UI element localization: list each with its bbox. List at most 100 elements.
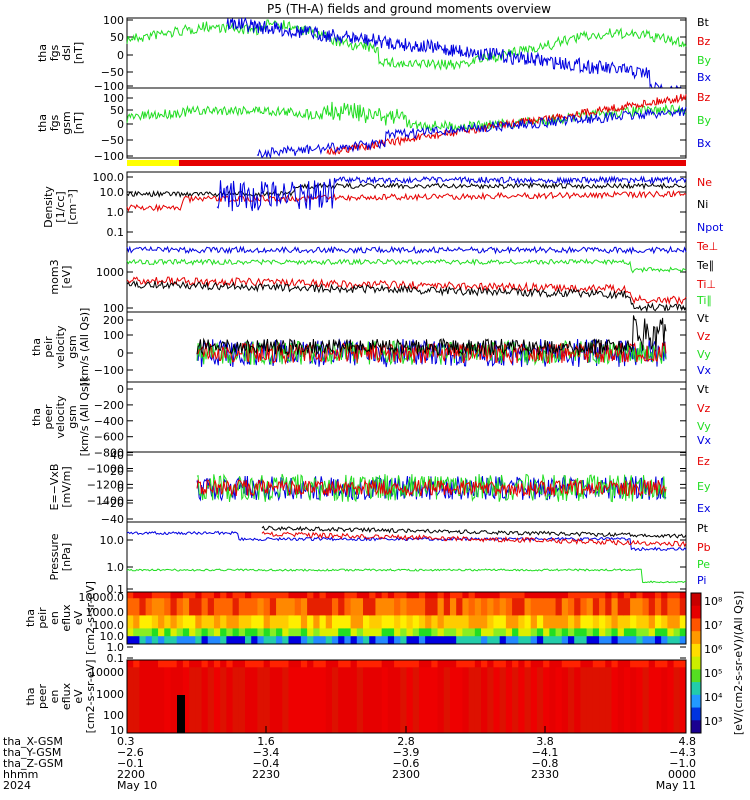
ephemeris-value: −4.1 — [532, 746, 559, 759]
spectrogram-cell — [263, 667, 271, 734]
spectrogram-cell — [586, 592, 594, 599]
y-tick-label: −100 — [94, 150, 124, 163]
y-axis-label-line: velocity — [54, 325, 67, 368]
spectrogram-cell — [151, 598, 159, 616]
y-tick-label: 40 — [110, 449, 124, 462]
colorbar-tick-label: 10⁶ — [704, 643, 723, 656]
spectrogram-cell — [673, 667, 681, 734]
spectrogram-cell — [449, 598, 457, 616]
spectrogram-cell — [524, 615, 532, 629]
spectrogram-cell — [437, 636, 445, 645]
spectrogram-cell — [189, 592, 196, 599]
spectrogram-cell — [673, 660, 681, 668]
spectrogram-cell — [139, 636, 147, 645]
spectrogram-cell — [294, 660, 302, 668]
spectrogram-cell — [133, 598, 140, 616]
spectrogram-cell — [356, 628, 364, 637]
spectrogram-cell — [170, 615, 178, 629]
spectrogram-cell — [679, 667, 687, 734]
ephemeris-value: 2300 — [392, 768, 420, 781]
ephemeris-value: 0.3 — [117, 735, 135, 748]
spectrogram-cell — [213, 660, 221, 668]
spectrogram-cell — [630, 615, 637, 629]
spectrogram-cell — [307, 636, 314, 645]
panel-fgs_dsl: thafgsdsl[nT] 100 50 0 −50−100 Bt Bz By Bx — [36, 14, 712, 93]
spectrogram-cell — [319, 628, 327, 637]
spectrogram-cell — [387, 592, 395, 599]
spectrogram-cell — [139, 660, 147, 668]
spectrogram-cell — [282, 598, 289, 616]
spectrogram-cell — [623, 636, 631, 645]
spectrogram-cell — [530, 592, 538, 599]
spectrogram-cell — [195, 615, 203, 629]
spectrogram-cell — [245, 628, 252, 637]
trace-By — [126, 19, 687, 71]
panel-pressure: Pressure[nPa] 10.0 1.0 0.1 Pt Pb Pe Pi — [48, 521, 711, 596]
spectrogram-cell — [238, 598, 246, 616]
spectrogram-cell — [325, 598, 333, 616]
spectrogram-cell — [325, 667, 333, 734]
spectrogram-cell — [170, 660, 178, 668]
spectrogram-cell — [195, 667, 203, 734]
spectrogram-cell — [543, 667, 550, 734]
spectrogram-cell — [356, 667, 364, 734]
spectrogram-cell — [276, 628, 283, 637]
spectrogram-cell — [456, 667, 463, 734]
y-tick-label: 100 — [103, 302, 124, 315]
y-axis-label-line: [cm2-s-sr-eV] — [84, 660, 97, 734]
spectrogram-cell — [276, 660, 283, 668]
y-tick-label: −20 — [101, 497, 124, 510]
spectrogram-cell — [474, 660, 482, 668]
ephemeris-row-label: tha_Z-GSM — [3, 757, 63, 770]
spectrogram-cell — [375, 598, 383, 616]
spectrogram-cell — [350, 598, 358, 616]
spectrogram-cell — [232, 615, 240, 629]
spectrogram-cell — [611, 660, 619, 668]
ephemeris-value: 4.8 — [679, 735, 697, 748]
spectrogram-cell — [530, 636, 538, 645]
y-tick-label: 100 — [103, 709, 124, 722]
spectrogram-cell — [251, 667, 258, 734]
spectrogram-cell — [661, 636, 668, 645]
spectrogram-cell — [369, 598, 376, 616]
spectrogram-cell — [325, 592, 333, 599]
spectrogram-cell — [164, 660, 171, 668]
spectrogram-cell — [325, 636, 333, 645]
y-axis-label: thapeirenefluxeV[cm2-s-sr-eV] — [24, 581, 97, 655]
spectrogram-cell — [300, 636, 308, 645]
spectrogram-cell — [431, 628, 439, 637]
spectrogram-cell — [474, 636, 482, 645]
ephemeris-value: 2230 — [252, 768, 280, 781]
spectrogram-cell — [418, 628, 426, 637]
spectrogram-cell — [536, 660, 544, 668]
spectrogram-cell — [189, 628, 196, 637]
spectrogram-cell — [238, 615, 246, 629]
spectrogram-cell — [474, 615, 482, 629]
spectrogram-cell — [313, 628, 321, 637]
spectrogram-cell — [412, 660, 420, 668]
spectrogram-cell — [288, 636, 296, 645]
spectrogram-cell — [449, 636, 457, 645]
spectrogram-cell — [338, 636, 345, 645]
spectrogram-cell — [580, 592, 588, 599]
spectrogram-cell — [151, 628, 159, 637]
y-axis-label-line: [nT] — [72, 112, 85, 134]
colorbar-label: [eV/(cm2-s-sr-eV)/(All Qs)] — [732, 591, 745, 735]
legend-Pe: Pe — [697, 558, 710, 571]
spectrogram-cell — [257, 628, 265, 637]
spectrogram-cell — [617, 628, 625, 637]
y-axis-label-line: peir — [42, 336, 55, 358]
spectrogram-cell — [567, 636, 575, 645]
spectrogram-cell — [344, 598, 352, 616]
spectrogram-cell — [468, 636, 476, 645]
spectrogram-cell — [331, 660, 339, 668]
spectrogram-cell — [549, 598, 557, 616]
spectrogram-cell — [363, 592, 370, 599]
spectrogram-cell — [474, 598, 482, 616]
spectrogram-cell — [443, 598, 451, 616]
spectrogram-cell — [176, 615, 184, 629]
panel-frame — [126, 381, 687, 453]
spectrogram-cell — [567, 598, 575, 616]
spectrogram-cell — [549, 592, 557, 599]
spectrogram-cell — [350, 615, 358, 629]
